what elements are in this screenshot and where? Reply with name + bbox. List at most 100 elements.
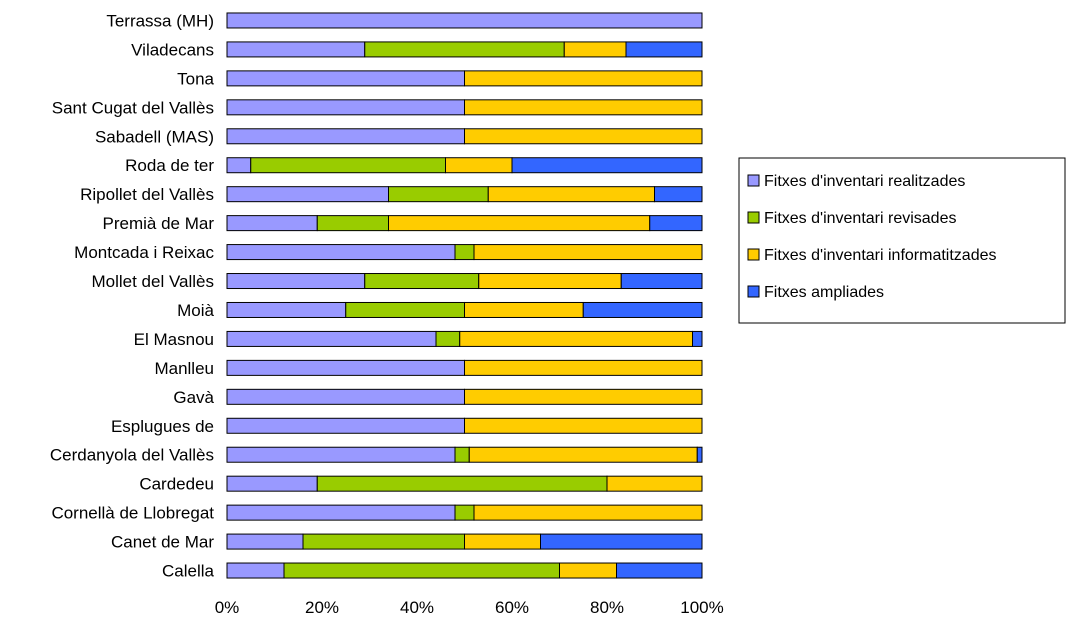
bar-segment-9-3 [620, 273, 703, 290]
bar-segment-17-2 [473, 504, 703, 521]
bar-segment-1-0 [226, 41, 366, 58]
bar-segment-7-0 [226, 215, 318, 232]
bar-segment-3-0 [226, 99, 465, 116]
category-label: Montcada i Reixac [74, 243, 214, 262]
bar-segment-1-2 [563, 41, 627, 58]
bar-segment-8-0 [226, 244, 456, 261]
category-label: Cerdanyola del Vallès [50, 446, 214, 465]
category-label: Manlleu [154, 359, 214, 378]
bar-segment-1-3 [625, 41, 703, 58]
bar-segment-15-0 [226, 446, 456, 463]
bar-segment-5-0 [226, 157, 252, 174]
bar-segment-19-0 [226, 562, 285, 579]
bar-segment-10-0 [226, 301, 347, 318]
bar-segment-1-1 [364, 41, 565, 58]
category-label: Sabadell (MAS) [95, 127, 214, 146]
category-label: Cornellà de Llobregat [51, 504, 214, 523]
x-tick-label: 40% [400, 598, 434, 617]
category-label: Premià de Mar [103, 214, 215, 233]
category-label: Roda de ter [125, 156, 214, 175]
bar-segment-16-2 [606, 475, 703, 492]
bar-segment-15-1 [454, 446, 470, 463]
bar-segment-19-2 [559, 562, 617, 579]
bar-segment-11-2 [459, 330, 693, 347]
bar-segment-13-0 [226, 388, 465, 405]
category-label: Moià [177, 301, 214, 320]
bar-segment-8-2 [473, 244, 703, 261]
bar-segment-2-2 [464, 70, 703, 87]
bar-segment-10-3 [582, 301, 703, 318]
category-label: Cardedeu [139, 475, 214, 494]
legend-label-2: Fitxes d'inventari informatitzades [764, 247, 996, 264]
bar-segment-9-0 [226, 273, 366, 290]
category-label: Ripollet del Vallès [80, 185, 214, 204]
legend-swatch-0 [747, 174, 760, 187]
legend-box [738, 157, 1066, 324]
x-axis: 0% 20% 40% 60% 80% 100% [215, 598, 724, 617]
bar-segment-11-3 [692, 330, 703, 347]
bar-segment-17-0 [226, 504, 456, 521]
bar-segment-18-1 [302, 533, 465, 550]
x-tick-label: 60% [495, 598, 529, 617]
legend: Fitxes d'inventari realitzades Fitxes d'i… [738, 157, 1066, 324]
category-label: Viladecans [131, 40, 214, 59]
bar-segment-19-1 [283, 562, 560, 579]
legend-swatch-1 [747, 211, 760, 224]
bar-segment-5-3 [511, 157, 703, 174]
bar-segment-7-3 [649, 215, 703, 232]
legend-label-1: Fitxes d'inventari revisades [764, 210, 956, 227]
bar-segment-11-1 [435, 330, 461, 347]
bar-segment-12-2 [464, 359, 703, 376]
bar-segment-13-2 [464, 388, 703, 405]
bar-segment-19-3 [616, 562, 703, 579]
category-label: El Masnou [134, 330, 214, 349]
bar-segment-7-1 [316, 215, 389, 232]
bar-segment-16-0 [226, 475, 318, 492]
legend-swatch-3 [747, 285, 760, 298]
bar-segment-16-1 [316, 475, 608, 492]
bar-segment-3-2 [464, 99, 703, 116]
x-tick-label: 20% [305, 598, 339, 617]
bar-segment-14-0 [226, 417, 465, 434]
category-label: Esplugues de [111, 417, 214, 436]
category-label: Tona [177, 69, 214, 88]
bar-segment-18-0 [226, 533, 304, 550]
bar-segment-6-1 [388, 186, 489, 203]
bar-segment-4-2 [464, 128, 703, 145]
bar-segment-0-0 [226, 12, 703, 29]
bars-group [226, 12, 703, 579]
x-tick-label: 80% [590, 598, 624, 617]
bar-segment-18-3 [540, 533, 703, 550]
bar-segment-9-2 [478, 273, 622, 290]
category-label: Mollet del Vallès [91, 272, 214, 291]
legend-swatch-2 [747, 248, 760, 261]
bar-segment-6-3 [654, 186, 703, 203]
bar-segment-14-2 [464, 417, 703, 434]
bar-segment-15-3 [696, 446, 703, 463]
category-label: Sant Cugat del Vallès [52, 98, 214, 117]
bar-segment-15-2 [468, 446, 698, 463]
bar-segment-6-0 [226, 186, 389, 203]
legend-label-0: Fitxes d'inventari realitzades [764, 173, 965, 190]
x-tick-label: 0% [215, 598, 240, 617]
category-label: Calella [162, 562, 215, 581]
bar-segment-6-2 [487, 186, 655, 203]
bar-segment-12-0 [226, 359, 465, 376]
bar-segment-9-1 [364, 273, 480, 290]
bar-segment-2-0 [226, 70, 465, 87]
bar-segment-4-0 [226, 128, 465, 145]
category-label: Gavà [173, 388, 214, 407]
legend-label-3: Fitxes ampliades [764, 284, 884, 301]
bar-segment-5-2 [445, 157, 513, 174]
x-tick-label: 100% [680, 598, 723, 617]
category-label: Terrassa (MH) [106, 11, 214, 30]
bar-segment-5-1 [250, 157, 446, 174]
bar-segment-18-2 [464, 533, 541, 550]
category-label: Canet de Mar [111, 533, 214, 552]
bar-segment-10-1 [345, 301, 465, 318]
bar-segment-11-0 [226, 330, 437, 347]
bar-segment-7-2 [388, 215, 651, 232]
bar-segment-10-2 [464, 301, 584, 318]
bar-segment-8-1 [454, 244, 475, 261]
